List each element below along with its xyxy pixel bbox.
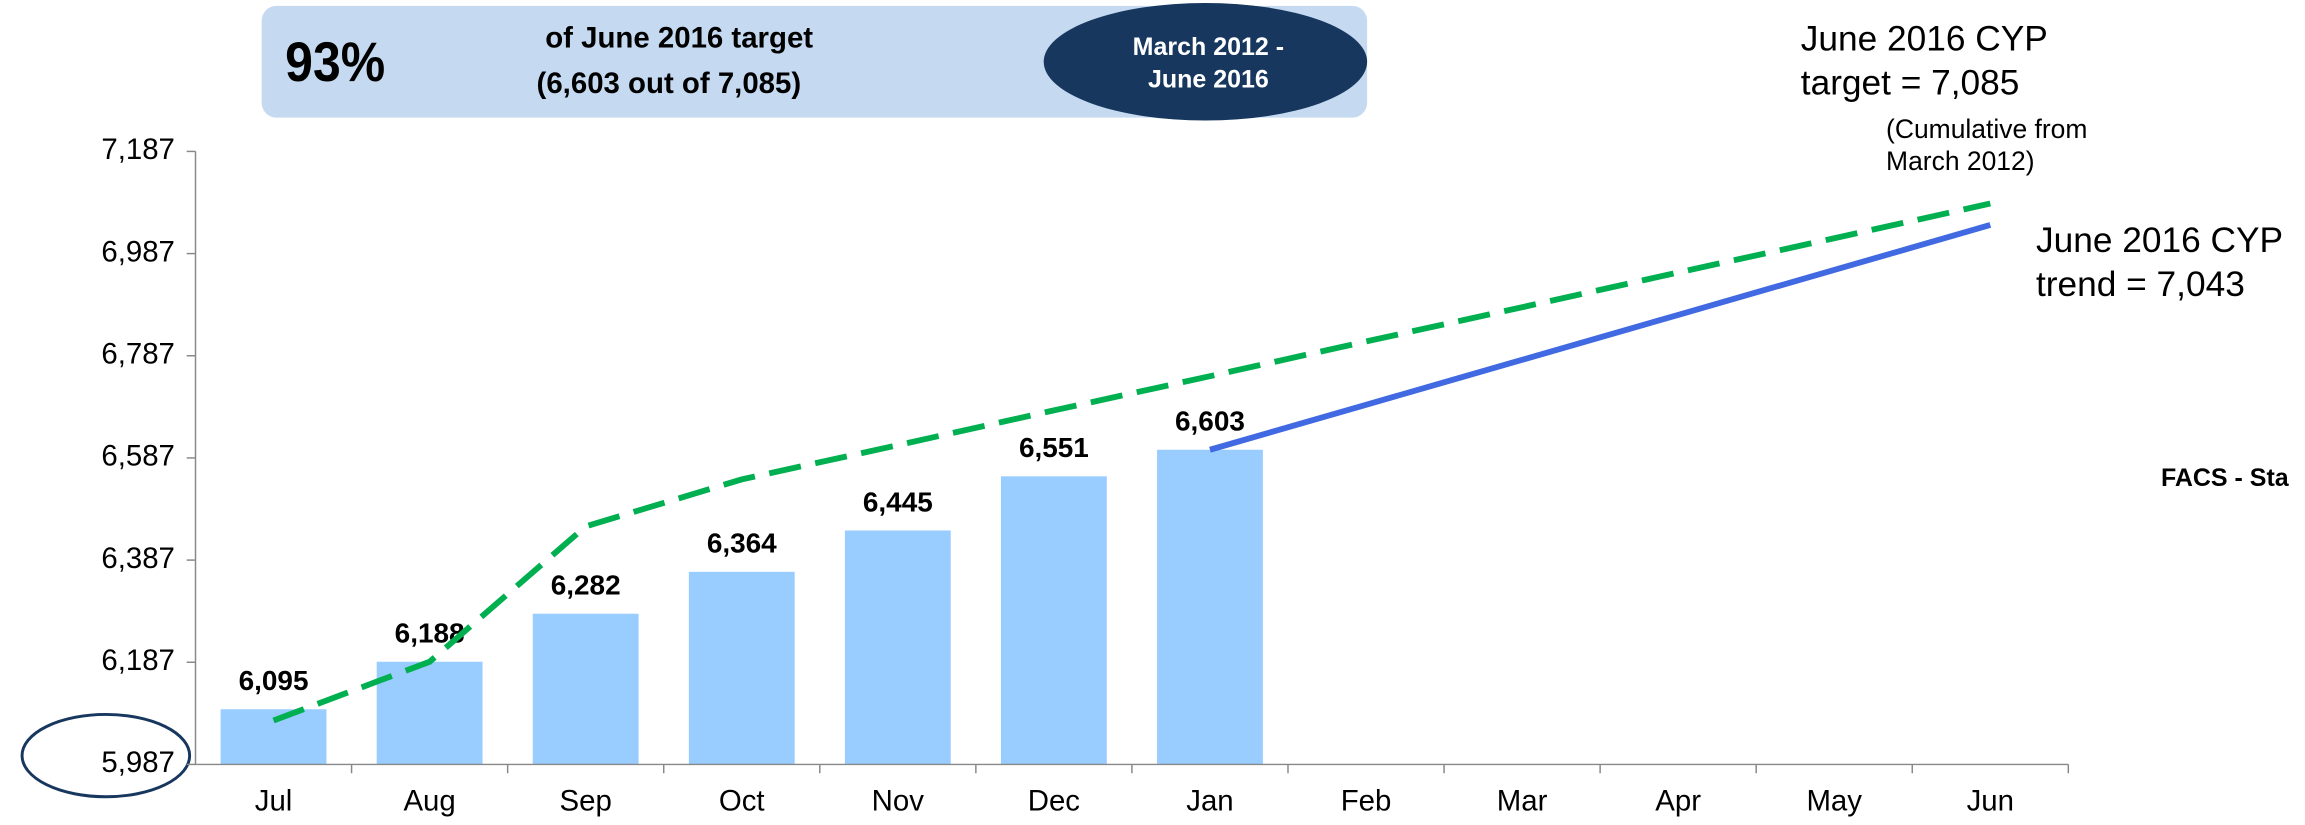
period-text: March 2012 -	[1133, 33, 1284, 61]
y-tick-label: 7,187	[101, 133, 175, 166]
bar	[844, 530, 951, 765]
x-tick-label: May	[1806, 784, 1862, 817]
bar	[532, 613, 639, 765]
x-tick-label: Apr	[1655, 784, 1701, 817]
x-tick-label: Aug	[403, 784, 455, 817]
x-tick-label: Feb	[1341, 784, 1392, 817]
bar	[376, 661, 483, 765]
annotation: target = 7,085	[1801, 64, 2020, 103]
y-tick-label: 6,787	[101, 338, 175, 371]
annotation: March 2012)	[1886, 146, 2035, 176]
banner-line: (6,603 out of 7,085)	[537, 67, 802, 100]
y-tick-label: 6,587	[101, 440, 175, 473]
data-label: 6,603	[1175, 406, 1245, 437]
period-badge	[1043, 2, 1368, 121]
highlight-ring	[20, 712, 192, 799]
annotation: (Cumulative from	[1886, 114, 2087, 144]
bar	[688, 571, 795, 765]
annotation: June 2016 CYP	[1801, 19, 2048, 58]
y-tick-label: 6,187	[101, 644, 175, 677]
bar	[1157, 449, 1263, 765]
line	[1209, 222, 1992, 453]
x-tick-label: Dec	[1028, 784, 1080, 817]
x-tick-label: Jul	[255, 784, 293, 817]
x-tick-label: Jan	[1186, 784, 1233, 817]
annotation: trend = 7,043	[2036, 265, 2245, 304]
y-tick-label: 6,987	[101, 235, 175, 268]
x-tick-label: Nov	[872, 784, 925, 817]
banner-percent: 93%	[285, 30, 385, 93]
x-tick-label: Mar	[1497, 784, 1548, 817]
banner-line: of June 2016 target	[545, 21, 813, 54]
y-tick-label: 5,987	[101, 746, 175, 779]
annotation: FACS - Sta	[2161, 464, 2290, 492]
data-label: 6,095	[239, 665, 309, 696]
x-tick-label: Sep	[560, 784, 612, 817]
line	[272, 200, 1991, 724]
x-tick-label: Oct	[719, 784, 765, 817]
data-label: 6,445	[863, 486, 933, 517]
data-label: 6,282	[551, 570, 621, 601]
period-text: June 2016	[1148, 65, 1269, 93]
y-tick-label: 6,387	[101, 542, 175, 575]
annotation: June 2016 CYP	[2036, 221, 2283, 260]
bar	[1000, 476, 1107, 765]
x-tick-label: Jun	[1967, 784, 2014, 817]
data-label: 6,364	[707, 528, 777, 559]
data-label: 6,551	[1019, 432, 1089, 463]
